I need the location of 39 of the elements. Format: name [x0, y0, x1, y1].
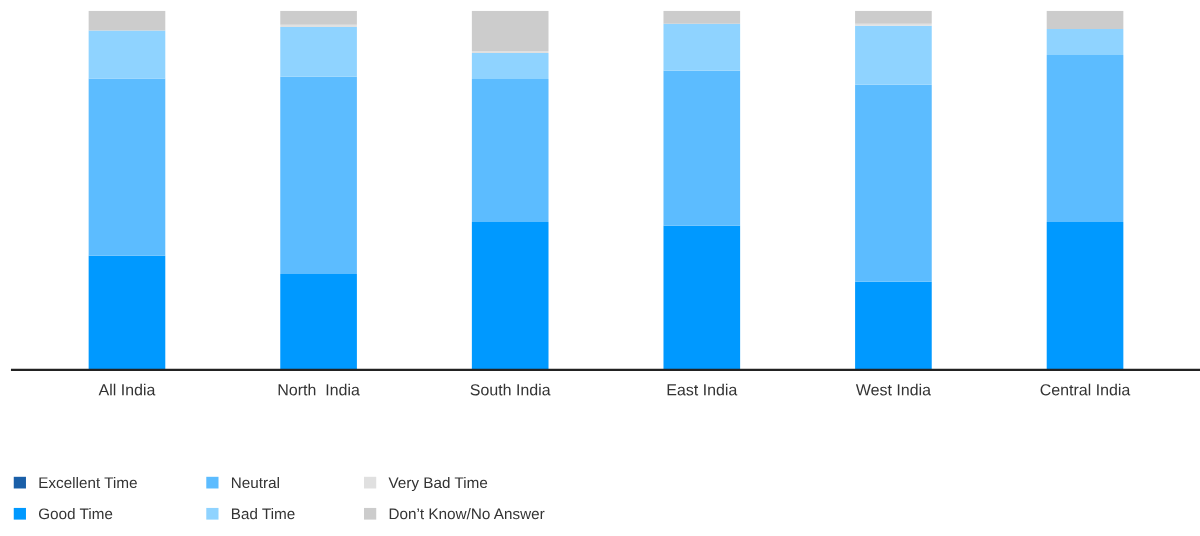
x-tick-label: South India [470, 383, 551, 396]
bar [280, 76, 357, 274]
bar [88, 10, 166, 31]
bar [663, 225, 741, 370]
legend-label: Neutral [231, 476, 279, 489]
x-tick-label: All India [98, 383, 156, 396]
bar [663, 23, 741, 71]
bar [88, 30, 166, 79]
bar [471, 221, 549, 370]
legend-label: Bad Time [231, 508, 295, 520]
legend-label: Very Bad Time [388, 476, 488, 492]
bar [855, 281, 932, 370]
bar [471, 53, 549, 79]
bar [471, 50, 549, 54]
bar [1046, 29, 1124, 55]
bar [855, 84, 932, 282]
bar [855, 25, 932, 85]
legend-label: Good Time [38, 508, 113, 520]
bar [855, 23, 932, 26]
x-tick-label: West India [855, 383, 932, 396]
bar [471, 78, 549, 222]
legend-label: Don’t Know/No Answer [389, 508, 545, 520]
bar [1046, 221, 1124, 370]
x-tick-label: North India [278, 383, 360, 396]
bar [663, 10, 741, 24]
bar [88, 78, 166, 256]
bar [1046, 10, 1124, 30]
bar [471, 10, 549, 51]
bar [280, 273, 357, 370]
bar [855, 10, 932, 24]
bar [280, 10, 357, 25]
x-tick-label: Central India [1040, 383, 1131, 396]
legend-label: Excellent Time [39, 476, 137, 489]
x-tick-label: East India [667, 383, 738, 396]
bar [280, 24, 357, 27]
bar [663, 70, 741, 226]
bar [280, 26, 357, 77]
bar [1046, 54, 1124, 222]
bar [88, 255, 166, 370]
